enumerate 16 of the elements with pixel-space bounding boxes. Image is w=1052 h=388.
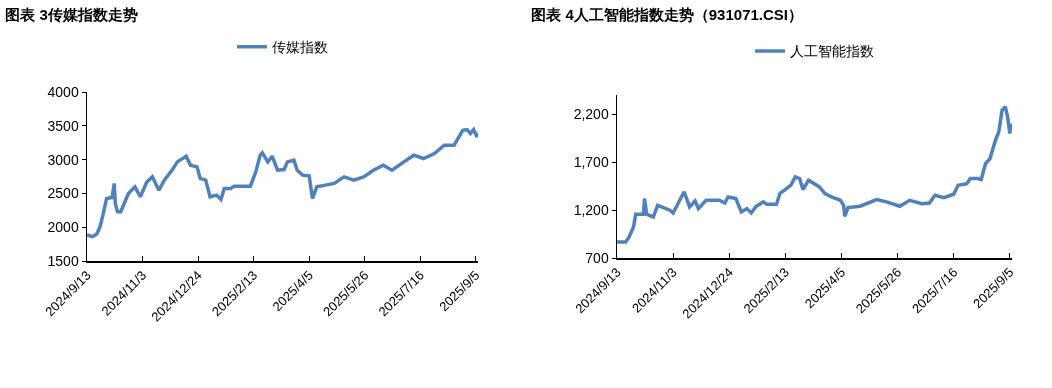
legend-label: 人工智能指数 bbox=[790, 43, 874, 60]
chart-title: 图表 3传媒指数走势 bbox=[5, 6, 138, 24]
y-tick-label: 1500 bbox=[47, 252, 79, 269]
y-tick-label: 3500 bbox=[47, 117, 79, 134]
y-tick-label: 2500 bbox=[47, 185, 79, 202]
line-series bbox=[617, 105, 1012, 244]
y-tick-label: 700 bbox=[585, 249, 609, 266]
line-series bbox=[87, 127, 478, 239]
y-tick-label: 4000 bbox=[47, 83, 79, 100]
y-tick-label: 1,200 bbox=[573, 201, 609, 218]
y-tick-label: 2,200 bbox=[573, 106, 609, 123]
legend-label: 传媒指数 bbox=[272, 39, 328, 56]
y-tick-label: 3000 bbox=[47, 151, 79, 168]
chart-title: 图表 4人工智能指数走势（931071.CSI） bbox=[531, 6, 804, 24]
y-tick-label: 1,700 bbox=[573, 154, 609, 171]
y-tick-label: 2000 bbox=[47, 219, 79, 236]
